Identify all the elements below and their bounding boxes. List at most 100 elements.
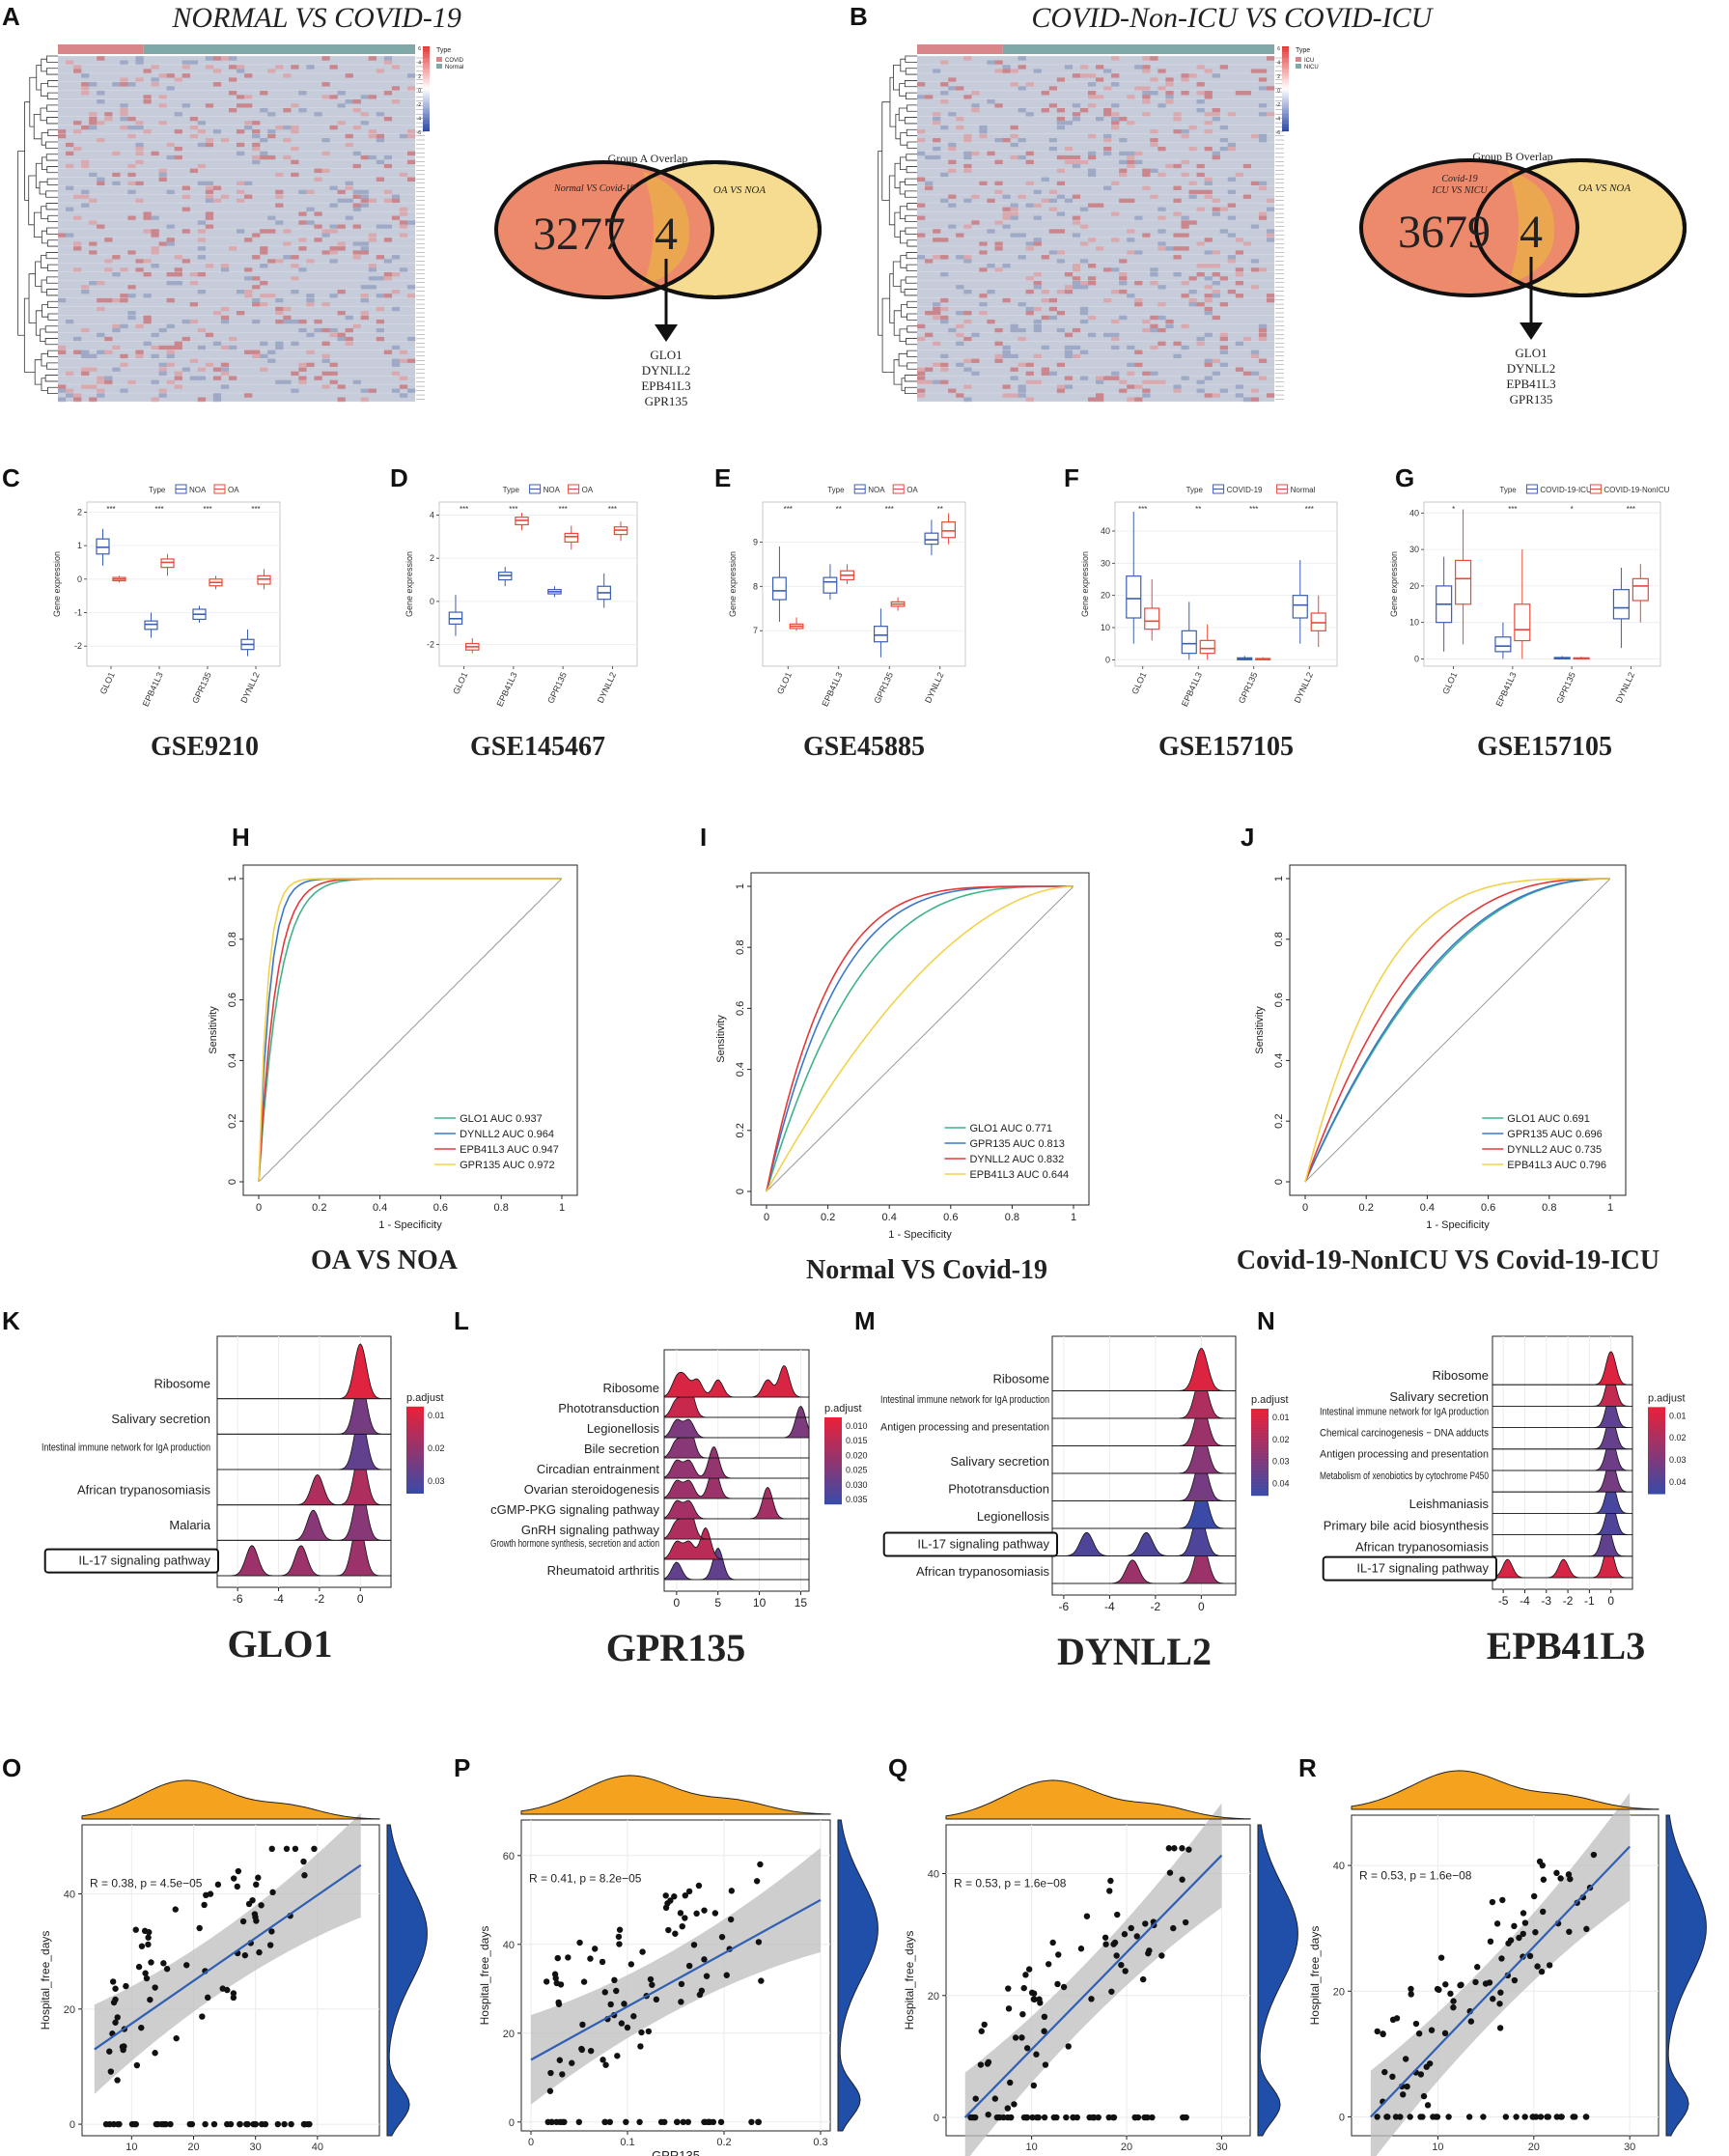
heatmap-cell (205, 142, 214, 148)
scatter-point (1030, 1996, 1038, 2002)
heatmap-cell (212, 129, 222, 134)
pathway-label: Circadian entrainment (537, 1462, 660, 1476)
heatmap-cell (329, 224, 338, 230)
heatmap-cell (73, 64, 82, 70)
heatmap-cell (1002, 393, 1011, 398)
scale-gradient-step (1282, 70, 1289, 72)
box-body (144, 620, 158, 630)
heatmap-cell (1096, 116, 1104, 122)
scatter-point (142, 1970, 149, 1976)
legend-gradient-step (824, 1472, 842, 1476)
panel-caption: Covid-19-NonICU VS Covid-19-ICU (1237, 1246, 1659, 1275)
heatmap-cell (275, 345, 284, 350)
heatmap-cell (73, 245, 82, 251)
legend-gradient-step (406, 1414, 424, 1418)
heatmap-cell (298, 237, 307, 242)
x-tick-label: 0.6 (943, 1212, 958, 1223)
scatter-point (621, 2001, 627, 2007)
scatter-point (647, 1975, 655, 1983)
legend-gradient-step (1251, 1481, 1269, 1485)
heatmap-cell (1025, 289, 1034, 294)
heatmap-cell (329, 332, 338, 338)
scatter-point (1417, 2071, 1425, 2078)
heatmap-cell (81, 189, 90, 195)
scatter-point (1407, 2114, 1413, 2120)
heatmap-cell (1212, 116, 1220, 122)
heatmap-cell (143, 129, 152, 134)
heatmap-cell (104, 267, 113, 272)
heatmap-cell (1010, 211, 1018, 216)
legend-gradient-step (824, 1478, 842, 1482)
legend-gradient-step (1251, 1478, 1269, 1482)
heatmap-cell (1204, 332, 1213, 338)
heatmap-cell (1157, 86, 1166, 91)
heatmap-cell (1227, 177, 1236, 182)
heatmap-cell (1018, 194, 1026, 199)
dendrogram-branch (906, 300, 917, 309)
heatmap-cell (391, 358, 401, 363)
panel-letter-J: J (1241, 823, 1254, 852)
heatmap-cell (174, 280, 182, 286)
dendrogram-branch (904, 190, 917, 198)
heatmap-cell (73, 397, 82, 403)
heatmap-cell (1250, 224, 1260, 230)
heatmap-cell (58, 397, 67, 403)
scatter-point (292, 1845, 299, 1853)
heatmap-cell (368, 263, 376, 268)
dendrogram-branch (900, 132, 907, 146)
heatmap-cell (267, 259, 276, 264)
heatmap-cell (1018, 388, 1026, 394)
heatmap-cell (1157, 241, 1166, 247)
scale-gradient-step (1282, 105, 1289, 108)
dendrogram-branch (904, 289, 917, 296)
heatmap-cell (1127, 397, 1135, 403)
scatter-point (145, 1941, 152, 1948)
heatmap-cell (127, 189, 136, 195)
heatmap-cell (1127, 384, 1135, 389)
scatter-point (685, 1962, 693, 1970)
scale-tick: 4 (1277, 61, 1280, 67)
legend-gradient-step (406, 1487, 424, 1491)
heatmap-cell (1072, 276, 1081, 281)
heatmap-cell (1219, 362, 1228, 368)
heatmap-cell (1212, 112, 1220, 117)
legend-gradient-step (406, 1490, 424, 1494)
scatter-point (123, 1982, 129, 1990)
scatter-point (616, 1926, 624, 1933)
heatmap-cell (283, 107, 292, 113)
heatmap-cell (197, 181, 207, 186)
heatmap-cell (1235, 267, 1244, 272)
heatmap-cell (1196, 241, 1205, 247)
heatmap-cell (66, 233, 74, 238)
dendrogram-branch (46, 227, 58, 235)
heatmap-cell (112, 367, 121, 372)
heatmap-cell (1196, 379, 1205, 385)
legend-gradient-step (1648, 1430, 1665, 1434)
heatmap-cell (260, 229, 268, 234)
heatmap-cell (1219, 302, 1228, 307)
x-tick-label: 0.4 (882, 1212, 897, 1223)
scale-gradient-step (423, 78, 430, 81)
heatmap-cell (1033, 379, 1042, 385)
heatmap-cell (1266, 112, 1275, 117)
heatmap-cell (1157, 229, 1166, 234)
legend-gradient-step (406, 1472, 424, 1476)
pathway-label: Legionellosis (587, 1421, 660, 1436)
heatmap-cell (158, 371, 167, 377)
heatmap-cell (1188, 276, 1197, 281)
scatter-point (311, 1845, 318, 1853)
heatmap-cell (120, 323, 128, 329)
x-tick-label: EPB41L3 (495, 671, 519, 709)
heatmap-cell (73, 267, 82, 272)
legend-gradient-step (1648, 1468, 1665, 1471)
dendrogram-branch (906, 128, 917, 137)
heatmap-cell (81, 159, 90, 165)
scatter-point (1583, 1925, 1590, 1933)
heatmap-cell (73, 129, 82, 134)
scale-gradient-step (1282, 125, 1289, 127)
legend-gradient-step (1251, 1432, 1269, 1436)
heatmap-cell (158, 177, 167, 182)
heatmap-cell (158, 95, 167, 99)
panel-letter-F: F (1064, 463, 1079, 492)
